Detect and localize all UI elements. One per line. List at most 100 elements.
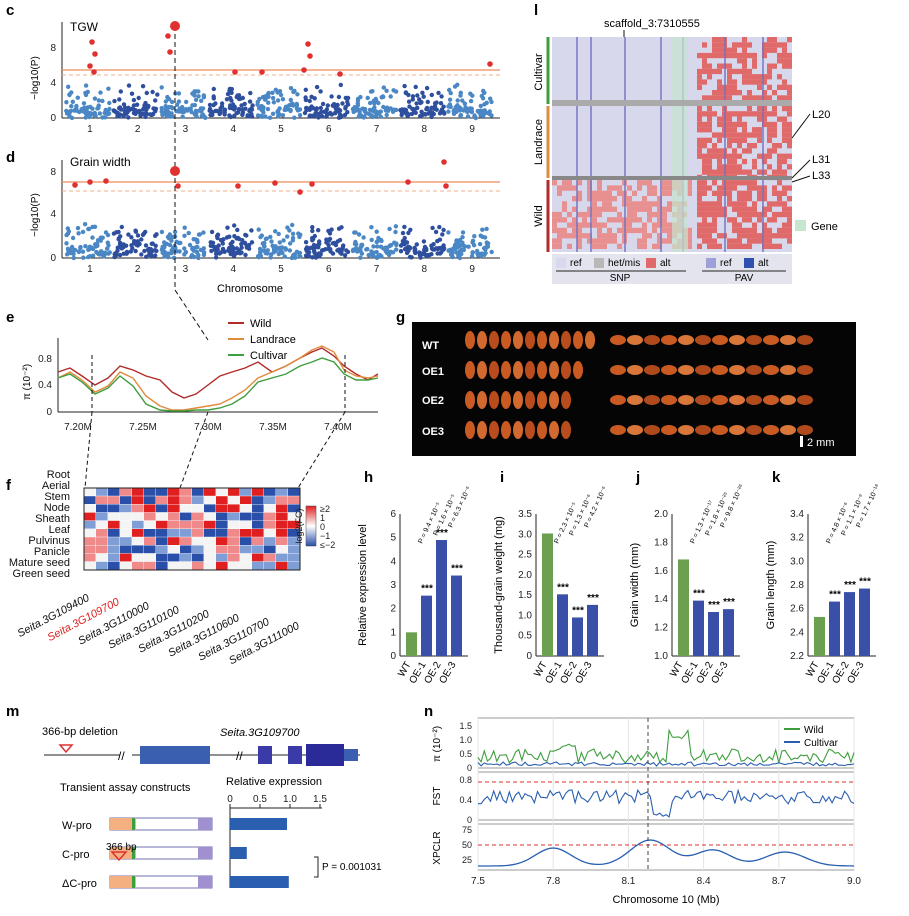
l-cell [742, 190, 747, 196]
e-legend-cultivar: Cultivar [250, 350, 288, 362]
l-cell [577, 238, 582, 244]
snp-point [159, 109, 164, 114]
snp-point [374, 255, 380, 260]
l-cell [637, 217, 642, 223]
snp-point [398, 249, 404, 254]
l-cell [727, 79, 732, 85]
snp-point [295, 92, 300, 97]
l-cell [777, 211, 782, 218]
l-cell [637, 185, 642, 191]
snp-point [141, 107, 146, 112]
snp-point [355, 98, 361, 103]
heatmap-cell [288, 537, 300, 545]
snp-point [249, 106, 254, 111]
seed-left [513, 391, 523, 409]
l-gene-region [672, 37, 688, 252]
l-cell [717, 79, 722, 85]
seed-right [678, 425, 694, 435]
l-cell [702, 143, 707, 149]
l-leg-alt-swatch [646, 258, 656, 268]
heatmap-cell [264, 496, 276, 504]
snp-point [128, 249, 133, 254]
l-cell [587, 180, 592, 186]
l-cell [782, 116, 787, 122]
e-xtick-4: 7.35M [259, 422, 287, 433]
l-cell [582, 233, 587, 239]
h-ytick: 1 [390, 627, 396, 638]
seed-right [797, 395, 813, 405]
l-cell [767, 127, 772, 133]
snp-point [372, 105, 377, 110]
snp-point [171, 255, 177, 260]
l-cell [612, 196, 617, 202]
l-cell [697, 227, 702, 234]
l-cell [667, 222, 672, 228]
l-cell [652, 190, 657, 196]
n-xtick: 8.1 [621, 876, 635, 887]
snp-point [309, 104, 314, 109]
snp-point [410, 94, 416, 99]
f-legend-t3: 0 [320, 522, 325, 532]
heatmap-cell [168, 504, 180, 513]
l-cell [602, 196, 607, 202]
l-cell [657, 243, 662, 249]
l-cell [757, 169, 762, 175]
seed-left [537, 331, 547, 349]
snp-point [383, 249, 388, 254]
snp-point [172, 229, 178, 235]
l-cell [772, 169, 777, 175]
snp-point [122, 105, 128, 110]
snp-point [78, 245, 83, 251]
l-cell [777, 143, 782, 149]
l-group-landrace: Landrace [533, 119, 545, 165]
l-cell [702, 95, 707, 101]
snp-point [259, 103, 264, 109]
l-cell [762, 158, 767, 165]
snp-point [144, 254, 149, 259]
snp-point [358, 248, 363, 254]
seed-right [797, 425, 813, 435]
l-leg-ref: ref [570, 258, 582, 269]
snp-point [287, 248, 293, 253]
snp-point [237, 251, 243, 256]
heatmap-cell [180, 520, 192, 529]
snp-point [320, 101, 326, 107]
heatmap-cell [204, 537, 216, 545]
heatmap-cell [144, 520, 156, 529]
n-ticks: 7.5 7.8 8.1 8.4 8.7 9.000.51.01.500.40.825507… [459, 721, 861, 887]
snp-point [318, 89, 323, 94]
snp-point [384, 88, 389, 94]
snp-point [95, 106, 100, 111]
snp-point [107, 106, 112, 112]
heatmap-cell [120, 537, 132, 545]
l-cell [717, 206, 722, 212]
g-row-oe3: OE3 [422, 426, 444, 438]
snp-point [142, 103, 147, 108]
heatmap-cell [96, 488, 108, 496]
snp-point [240, 107, 246, 112]
l-cell [657, 222, 662, 228]
snp-point [402, 224, 407, 230]
snp-point [216, 243, 221, 248]
heatmap-cell [264, 520, 276, 529]
l-cell [577, 222, 582, 228]
snp-point [97, 252, 103, 257]
snp-point [176, 99, 182, 104]
snp-point [437, 224, 442, 230]
snp-point [97, 111, 103, 116]
panel-letter-d: d [6, 149, 15, 166]
snp-point [314, 106, 319, 111]
snp-point [326, 238, 331, 243]
m-deletion-label: 366-bp deletion [42, 726, 118, 738]
snp-point [441, 227, 446, 233]
l-cell [647, 206, 652, 212]
snp-point [387, 251, 392, 257]
l-cell [772, 185, 777, 191]
panel-letter-l: l [534, 2, 538, 19]
heatmap-cell [264, 488, 276, 496]
snp-point [470, 238, 476, 243]
snp-point [314, 84, 320, 90]
l-cell [557, 238, 562, 244]
l-cell [757, 211, 762, 218]
snp-point [420, 112, 425, 118]
